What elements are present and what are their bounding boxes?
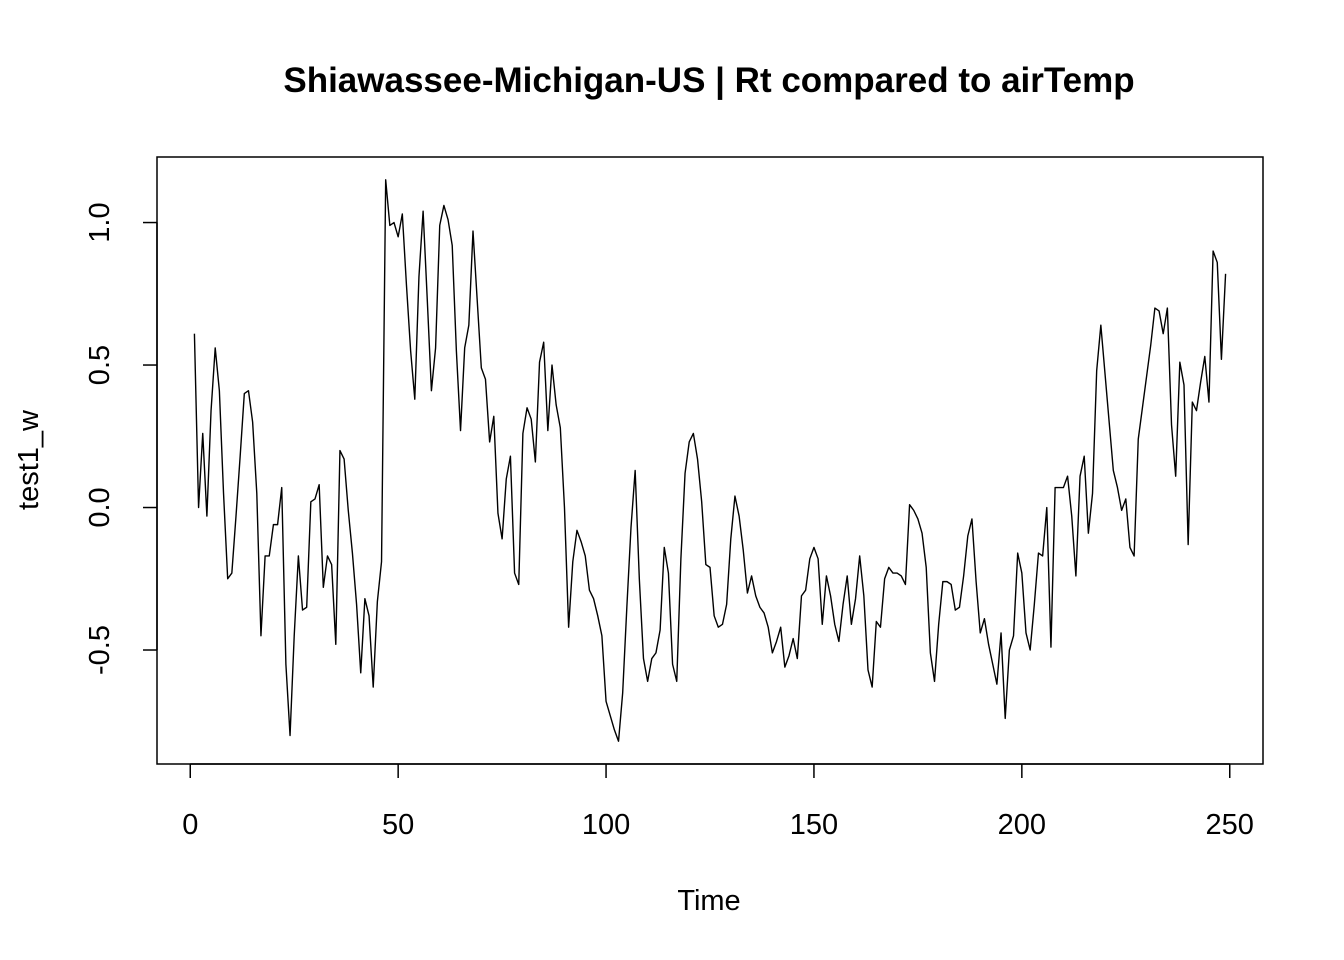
x-tick-label: 200 <box>998 809 1046 841</box>
y-tick-label: 0.0 <box>84 487 116 527</box>
y-tick-label: 0.5 <box>84 345 116 385</box>
x-axis: 0 50 100 150 200 250 <box>182 763 1254 841</box>
series-line <box>193 179 1227 742</box>
x-tick-label: 150 <box>790 809 838 841</box>
y-tick-label: -0.5 <box>84 625 116 675</box>
x-tick-label: 0 <box>182 809 198 841</box>
y-tick-label: 1.0 <box>84 202 116 242</box>
chart-title: Shiawassee-Michigan-US | Rt compared to … <box>283 61 1134 100</box>
y-axis: -0.5 0.0 0.5 1.0 <box>84 202 158 675</box>
y-axis-label: test1_w <box>13 409 45 510</box>
plot-frame <box>156 156 1264 765</box>
x-tick-label: 250 <box>1206 809 1254 841</box>
x-tick-label: 100 <box>582 809 630 841</box>
x-axis-label: Time <box>677 885 740 917</box>
x-tick-label: 50 <box>382 809 414 841</box>
